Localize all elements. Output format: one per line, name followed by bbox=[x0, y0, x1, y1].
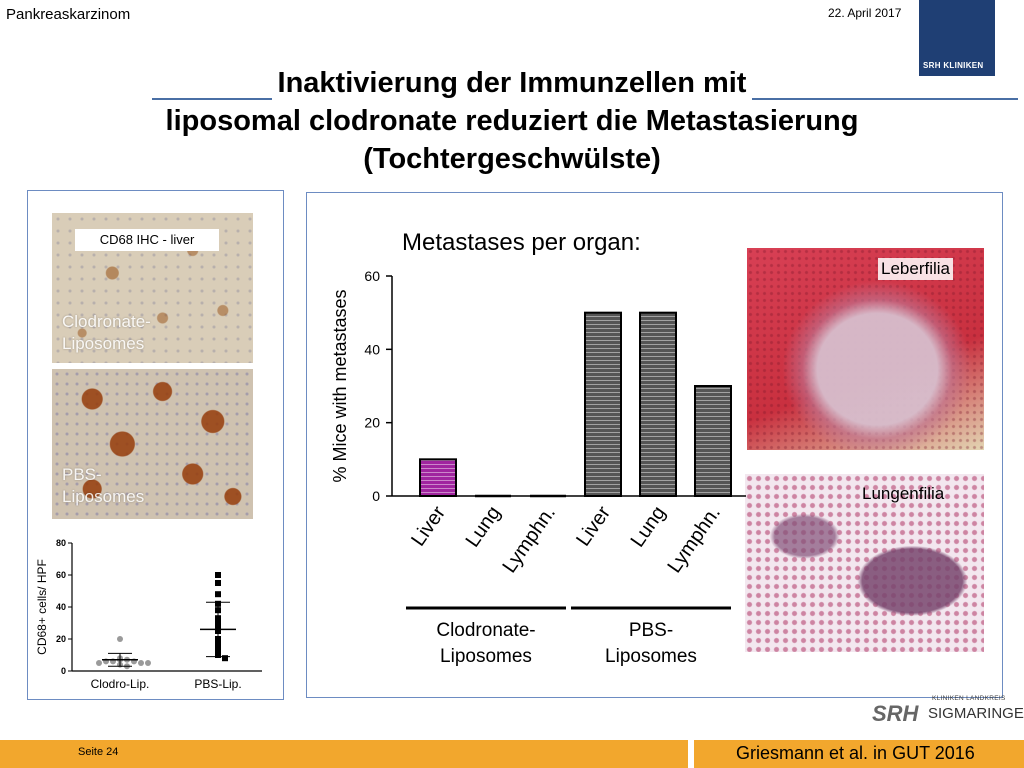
footer-citation-tab bbox=[694, 740, 1024, 768]
bar bbox=[419, 458, 457, 498]
logo-srh-text: SRH bbox=[872, 701, 919, 726]
scatter-y-tick-label: 60 bbox=[56, 570, 66, 580]
title-line-1: Inaktivierung der Immunzellen mit bbox=[271, 64, 753, 102]
scatter-point bbox=[117, 636, 123, 642]
histology-liver-image bbox=[747, 248, 984, 450]
bar-marks bbox=[419, 311, 732, 498]
sigmaringen-logo: KLINIKEN LANDKREIS SRH SIGMARINGEN bbox=[870, 693, 1024, 733]
citation: Griesmann et al. in GUT 2016 bbox=[736, 743, 975, 763]
bar bbox=[639, 311, 677, 497]
x-tick-label: Lung bbox=[627, 502, 671, 551]
bar bbox=[694, 385, 732, 497]
scatter-axes: 0 20 40 60 80 Clodro-Lip. PBS-Lip. bbox=[56, 538, 262, 691]
scatter-point bbox=[222, 655, 228, 662]
bar bbox=[584, 311, 622, 497]
histology-lung-image bbox=[745, 474, 984, 652]
scatter-x-tick-label: PBS-Lip. bbox=[194, 677, 241, 691]
x-tick-label: Lymphn. bbox=[499, 502, 561, 577]
page-number: Seite 24 bbox=[78, 746, 119, 758]
title-line-2: liposomal clodronate reduziert die Metas… bbox=[165, 105, 859, 137]
micrograph-pbs bbox=[52, 369, 253, 519]
metastases-bar-chart: Metastases per organ: % Mice with metast… bbox=[330, 229, 746, 667]
y-tick-label: 0 bbox=[372, 488, 380, 504]
y-tick-label: 60 bbox=[364, 268, 380, 284]
cd68-scatter-chart: CD68+ cells/ HPF 0 20 40 60 80 Clodro-Lip. PBS… bbox=[35, 538, 262, 691]
ihc-label: CD68 IHC - liver bbox=[75, 229, 219, 251]
micrograph-clodronate-label: Clodronate-Liposomes bbox=[62, 312, 151, 353]
x-tick-label: Liver bbox=[407, 502, 450, 550]
group-label-line2: Liposomes bbox=[605, 646, 697, 667]
x-tick-label: Lymphn. bbox=[664, 502, 726, 577]
scatter-marks bbox=[96, 572, 236, 670]
scatter-point bbox=[215, 591, 221, 598]
scatter-y-tick-label: 80 bbox=[56, 538, 66, 548]
date-label: 22. April 2017 bbox=[828, 6, 902, 20]
slide-title: Inaktivierung der Immunzellen mit liposo… bbox=[0, 64, 1024, 178]
y-tick-label: 40 bbox=[364, 341, 380, 357]
brand-logo: SRH KLINIKEN bbox=[919, 0, 995, 76]
scatter-point bbox=[145, 660, 151, 666]
logo-small-text: KLINIKEN LANDKREIS bbox=[932, 695, 1006, 702]
y-tick-label: 20 bbox=[364, 415, 380, 431]
chart-title: Metastases per organ: bbox=[402, 229, 641, 256]
scatter-y-tick-label: 0 bbox=[61, 666, 66, 676]
topic-label: Pankreaskarzinom bbox=[6, 6, 131, 23]
x-tick-label: Lung bbox=[462, 502, 506, 551]
scatter-y-axis-label: CD68+ cells/ HPF bbox=[35, 559, 49, 655]
scatter-point bbox=[96, 660, 102, 666]
group-label-line1: Clodronate- bbox=[436, 620, 535, 641]
title-line-3: (Tochtergeschwülste) bbox=[363, 143, 661, 175]
x-tick-label: Liver bbox=[572, 502, 615, 550]
brand-text: SRH KLINIKEN bbox=[923, 61, 984, 70]
group-label-line2: Liposomes bbox=[440, 646, 532, 667]
group-label-line1: PBS- bbox=[629, 620, 673, 641]
scatter-point bbox=[138, 660, 144, 666]
logo-name-text: SIGMARINGEN bbox=[928, 705, 1024, 722]
scatter-x-tick-label: Clodro-Lip. bbox=[91, 677, 150, 691]
micrograph-pbs-label: PBS-Liposomes bbox=[62, 465, 145, 506]
scatter-y-tick-label: 40 bbox=[56, 602, 66, 612]
scatter-point bbox=[215, 580, 221, 586]
group-labels: Clodronate- Liposomes PBS- Liposomes bbox=[406, 606, 731, 667]
y-axis-label: % Mice with metastases bbox=[330, 289, 350, 482]
histology-liver-label: Leberfilia bbox=[878, 258, 953, 280]
scatter-y-tick-label: 20 bbox=[56, 634, 66, 644]
scatter-point bbox=[215, 572, 221, 578]
histology-lung-label: Lungenfilia bbox=[862, 484, 945, 503]
